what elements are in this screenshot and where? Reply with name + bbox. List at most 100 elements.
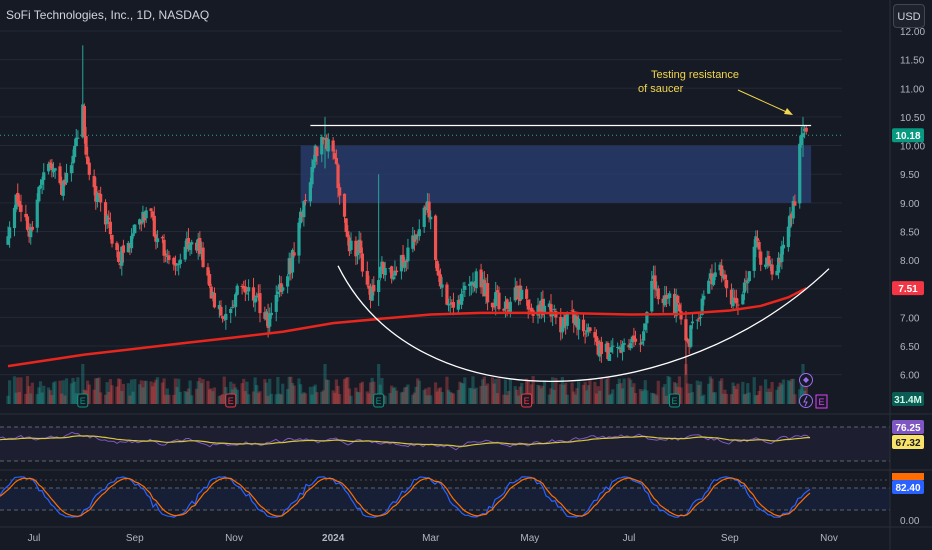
candle-body [186, 238, 191, 250]
volume-bar [64, 378, 69, 404]
volume-bar [664, 395, 669, 404]
volume-bar [342, 379, 347, 404]
volume-bar [786, 380, 790, 404]
volume-bar [235, 389, 239, 404]
candle-body [437, 270, 441, 276]
volume-bar [162, 378, 166, 404]
volume-bar [199, 383, 204, 404]
candle-body [651, 275, 656, 280]
price-tick: 6.00 [900, 371, 920, 382]
candle-body [720, 265, 724, 276]
candle-body [520, 289, 524, 300]
candle-body [765, 257, 769, 265]
candle-body [245, 293, 249, 295]
candle-body [505, 299, 509, 309]
candle-body [435, 261, 439, 272]
svg-text:E: E [228, 396, 234, 406]
volume-bar [126, 383, 130, 404]
volume-bar [606, 376, 610, 404]
volume-bar [542, 380, 547, 404]
candle-body [599, 341, 603, 355]
candle-body [155, 238, 160, 243]
volume-bar [247, 394, 251, 404]
volume-bar [744, 393, 748, 404]
candle-body [229, 308, 233, 313]
candle-body [468, 283, 472, 286]
candle-body [35, 199, 39, 228]
volume-bar [133, 379, 137, 404]
candle-body [354, 240, 358, 257]
currency-button[interactable]: USD [893, 4, 925, 28]
volume-bar [92, 389, 96, 404]
volume-bar [344, 377, 348, 404]
volume-bar [276, 376, 280, 404]
candle-body [76, 137, 80, 139]
candle-body [48, 162, 52, 165]
candle-body [414, 234, 418, 240]
candle-body [684, 319, 688, 341]
volume-bar [401, 391, 405, 404]
volume-bar [425, 395, 430, 404]
candle-body [661, 298, 665, 304]
candle-body [107, 217, 111, 220]
candle-body [360, 253, 365, 272]
volume-bar [74, 393, 78, 404]
candle-body [471, 282, 475, 284]
candle-body [370, 286, 374, 301]
volume-bar [456, 389, 460, 404]
candle-body [61, 180, 65, 196]
candle-body [331, 140, 335, 152]
candle-body [220, 316, 225, 319]
candle-body [69, 165, 73, 174]
candle-body [573, 315, 577, 326]
earnings-marker: E [669, 393, 681, 408]
candle-body [581, 319, 586, 332]
candle-body [656, 288, 660, 300]
volume-bar [616, 383, 620, 404]
volume-bar [503, 379, 508, 404]
candle-body [6, 236, 10, 245]
candle-body [355, 252, 360, 255]
candle-body [755, 238, 760, 241]
volume-bar [394, 390, 399, 404]
volume-bar [110, 385, 114, 404]
candle-body [40, 179, 44, 185]
event-icons: E [799, 373, 828, 409]
volume-bar [29, 393, 33, 404]
candle-body [731, 297, 735, 307]
volume-bar [778, 382, 782, 404]
candle-body [299, 211, 303, 224]
time-tick: Nov [225, 533, 243, 544]
volume-bar [799, 379, 803, 404]
candle-body [598, 344, 602, 357]
volume-bar [175, 387, 179, 404]
candle-body [313, 145, 317, 162]
moving-average-line [7, 287, 807, 368]
candle-body [399, 255, 404, 272]
candle-body [149, 208, 153, 211]
time-tick: Sep [126, 533, 144, 544]
volume-bar [593, 381, 597, 404]
candle-body [577, 318, 581, 330]
candle-body [251, 287, 256, 301]
volume-bar [697, 385, 701, 404]
volume-bars [6, 364, 808, 404]
time-tick: Jul [623, 533, 636, 544]
volume-bar [349, 395, 353, 404]
volume-bar [539, 388, 543, 404]
earnings-marker: E [225, 393, 237, 408]
candle-body [290, 250, 295, 273]
rsi-pane [0, 413, 932, 462]
volume-bar [472, 389, 477, 404]
volume-bar [186, 388, 191, 404]
volume-bar [536, 384, 540, 404]
volume-bar [368, 382, 373, 404]
volume-bar [139, 380, 143, 404]
volume-bar [81, 364, 85, 404]
volume-bar [69, 383, 73, 404]
volume-bar [490, 377, 495, 404]
volume-bar [128, 395, 132, 404]
candle-body [698, 316, 703, 318]
candle-body [321, 138, 325, 140]
